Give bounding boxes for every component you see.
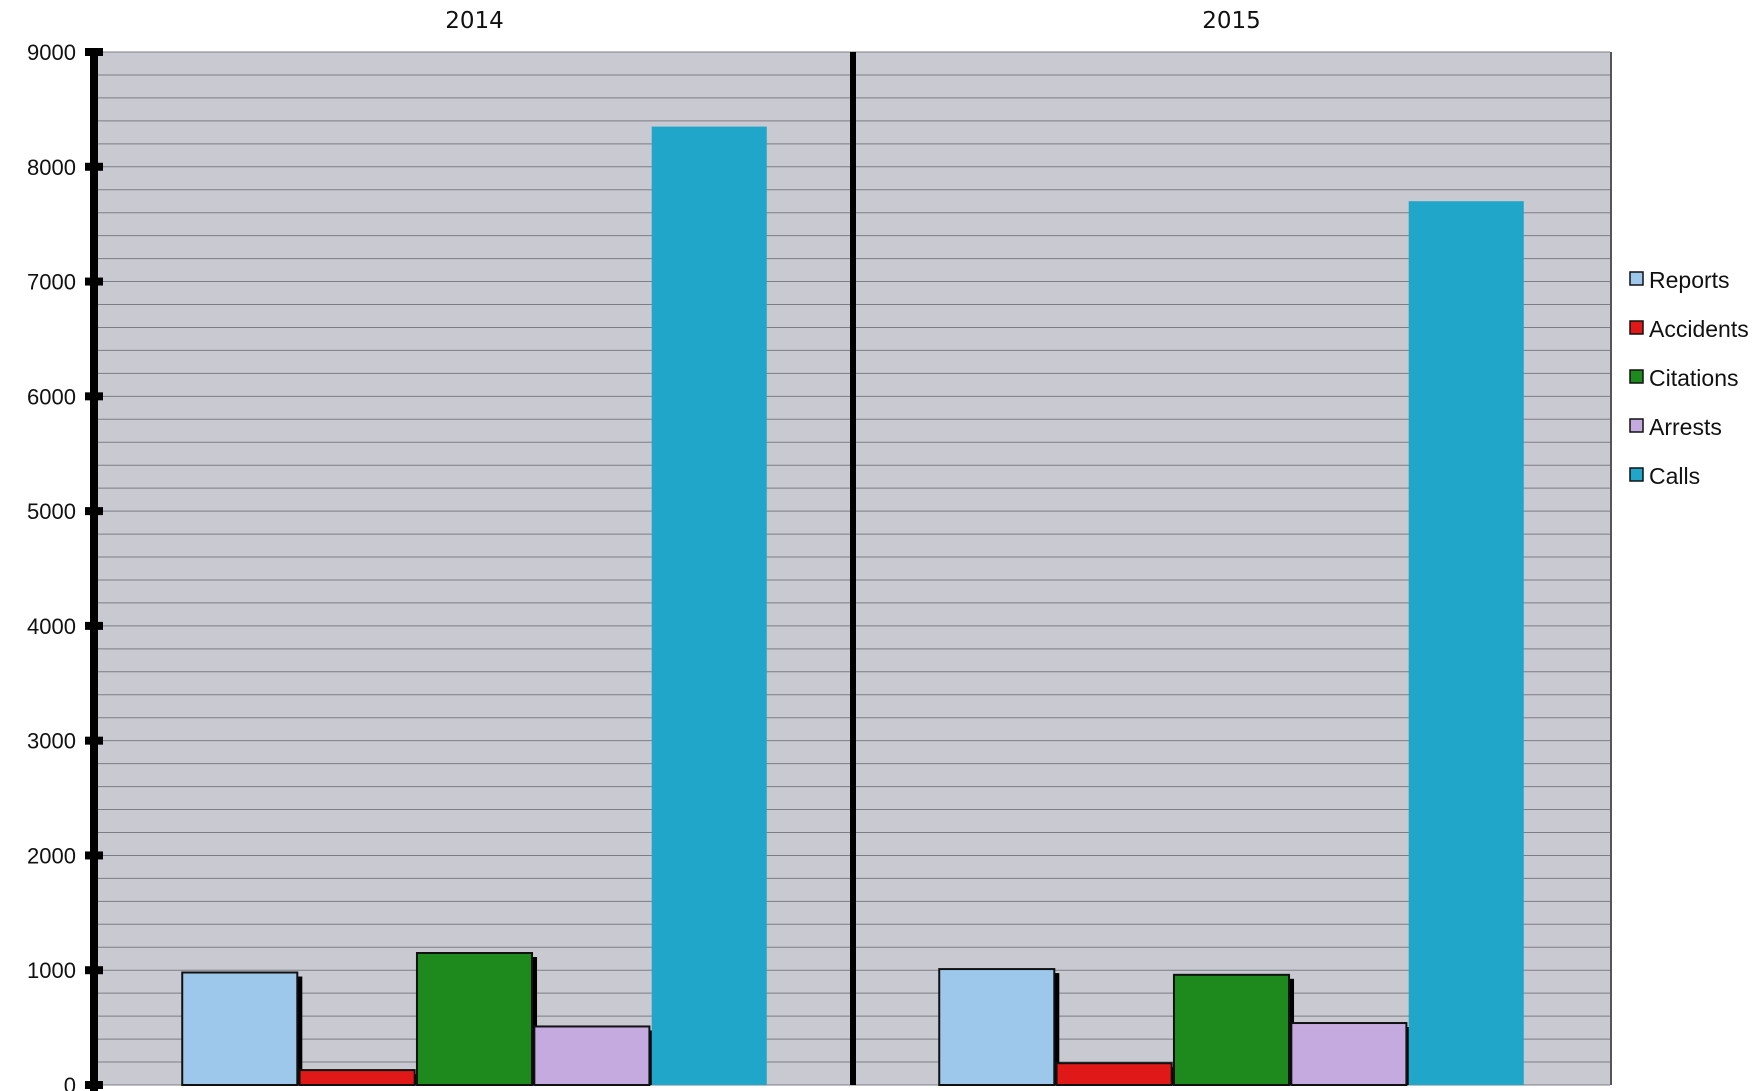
- y-tick-mark: [85, 736, 103, 745]
- legend-label-arrests: Arrests: [1649, 414, 1722, 440]
- y-tick-label: 0: [64, 1073, 76, 1091]
- bar-arrests-2015: [1290, 1022, 1408, 1087]
- legend-swatch-calls: [1629, 467, 1644, 482]
- legend-swatch-citations: [1629, 369, 1644, 384]
- y-tick-label: 1000: [27, 958, 76, 983]
- bar-accidents-2014: [298, 1069, 416, 1086]
- y-tick-label: 4000: [27, 614, 76, 639]
- y-tick-mark: [85, 507, 103, 516]
- y-axis-line: [90, 50, 98, 1091]
- legend-swatch-accidents: [1629, 320, 1644, 335]
- y-tick-mark: [85, 966, 103, 975]
- y-tick-label: 9000: [27, 40, 76, 65]
- y-tick-label: 3000: [27, 729, 76, 754]
- plot-right-edge: [1610, 52, 1612, 1085]
- y-axis: 0 1000 2000 3000 4000 5000 6000 7000 8000 9000: [27, 40, 103, 1091]
- bar-citations-2015: [1172, 973, 1291, 1087]
- bar-arrests-2014: [533, 1025, 651, 1087]
- y-tick-label: 5000: [27, 499, 76, 524]
- bar-accidents-2015: [1055, 1062, 1173, 1087]
- bars: [181, 126, 1524, 1087]
- bar-reports-2015: [938, 968, 1056, 1087]
- y-tick-mark: [85, 621, 103, 630]
- bar-calls-2015: [1408, 201, 1524, 1085]
- legend-label-calls: Calls: [1649, 463, 1700, 489]
- y-tick-mark: [85, 1081, 103, 1089]
- group-dividers: [850, 52, 1612, 1085]
- legend: Reports Accidents Citations Arrests Calls: [1629, 267, 1749, 489]
- legend-swatch-reports: [1629, 271, 1644, 286]
- bar-citations-2014: [415, 952, 534, 1086]
- bar-calls-2014: [651, 126, 767, 1086]
- legend-swatch-arrests: [1629, 418, 1644, 433]
- y-tick-mark: [85, 392, 103, 401]
- y-tick-label: 7000: [27, 270, 76, 295]
- category-label-2014: 2014: [445, 8, 504, 34]
- bar-reports-2014: [181, 971, 299, 1086]
- legend-label-accidents: Accidents: [1649, 316, 1749, 342]
- y-tick-label: 8000: [27, 155, 76, 180]
- y-tick-mark: [85, 851, 103, 860]
- y-tick-mark: [85, 48, 103, 56]
- legend-label-citations: Citations: [1649, 365, 1738, 391]
- group-divider: [850, 52, 856, 1085]
- y-tick-mark: [85, 162, 103, 171]
- y-tick-label: 2000: [27, 843, 76, 868]
- legend-label-reports: Reports: [1649, 267, 1730, 293]
- y-tick-label: 6000: [27, 384, 76, 409]
- y-tick-mark: [85, 277, 103, 286]
- category-labels: 2014 2015: [445, 8, 1261, 34]
- category-label-2015: 2015: [1202, 8, 1261, 34]
